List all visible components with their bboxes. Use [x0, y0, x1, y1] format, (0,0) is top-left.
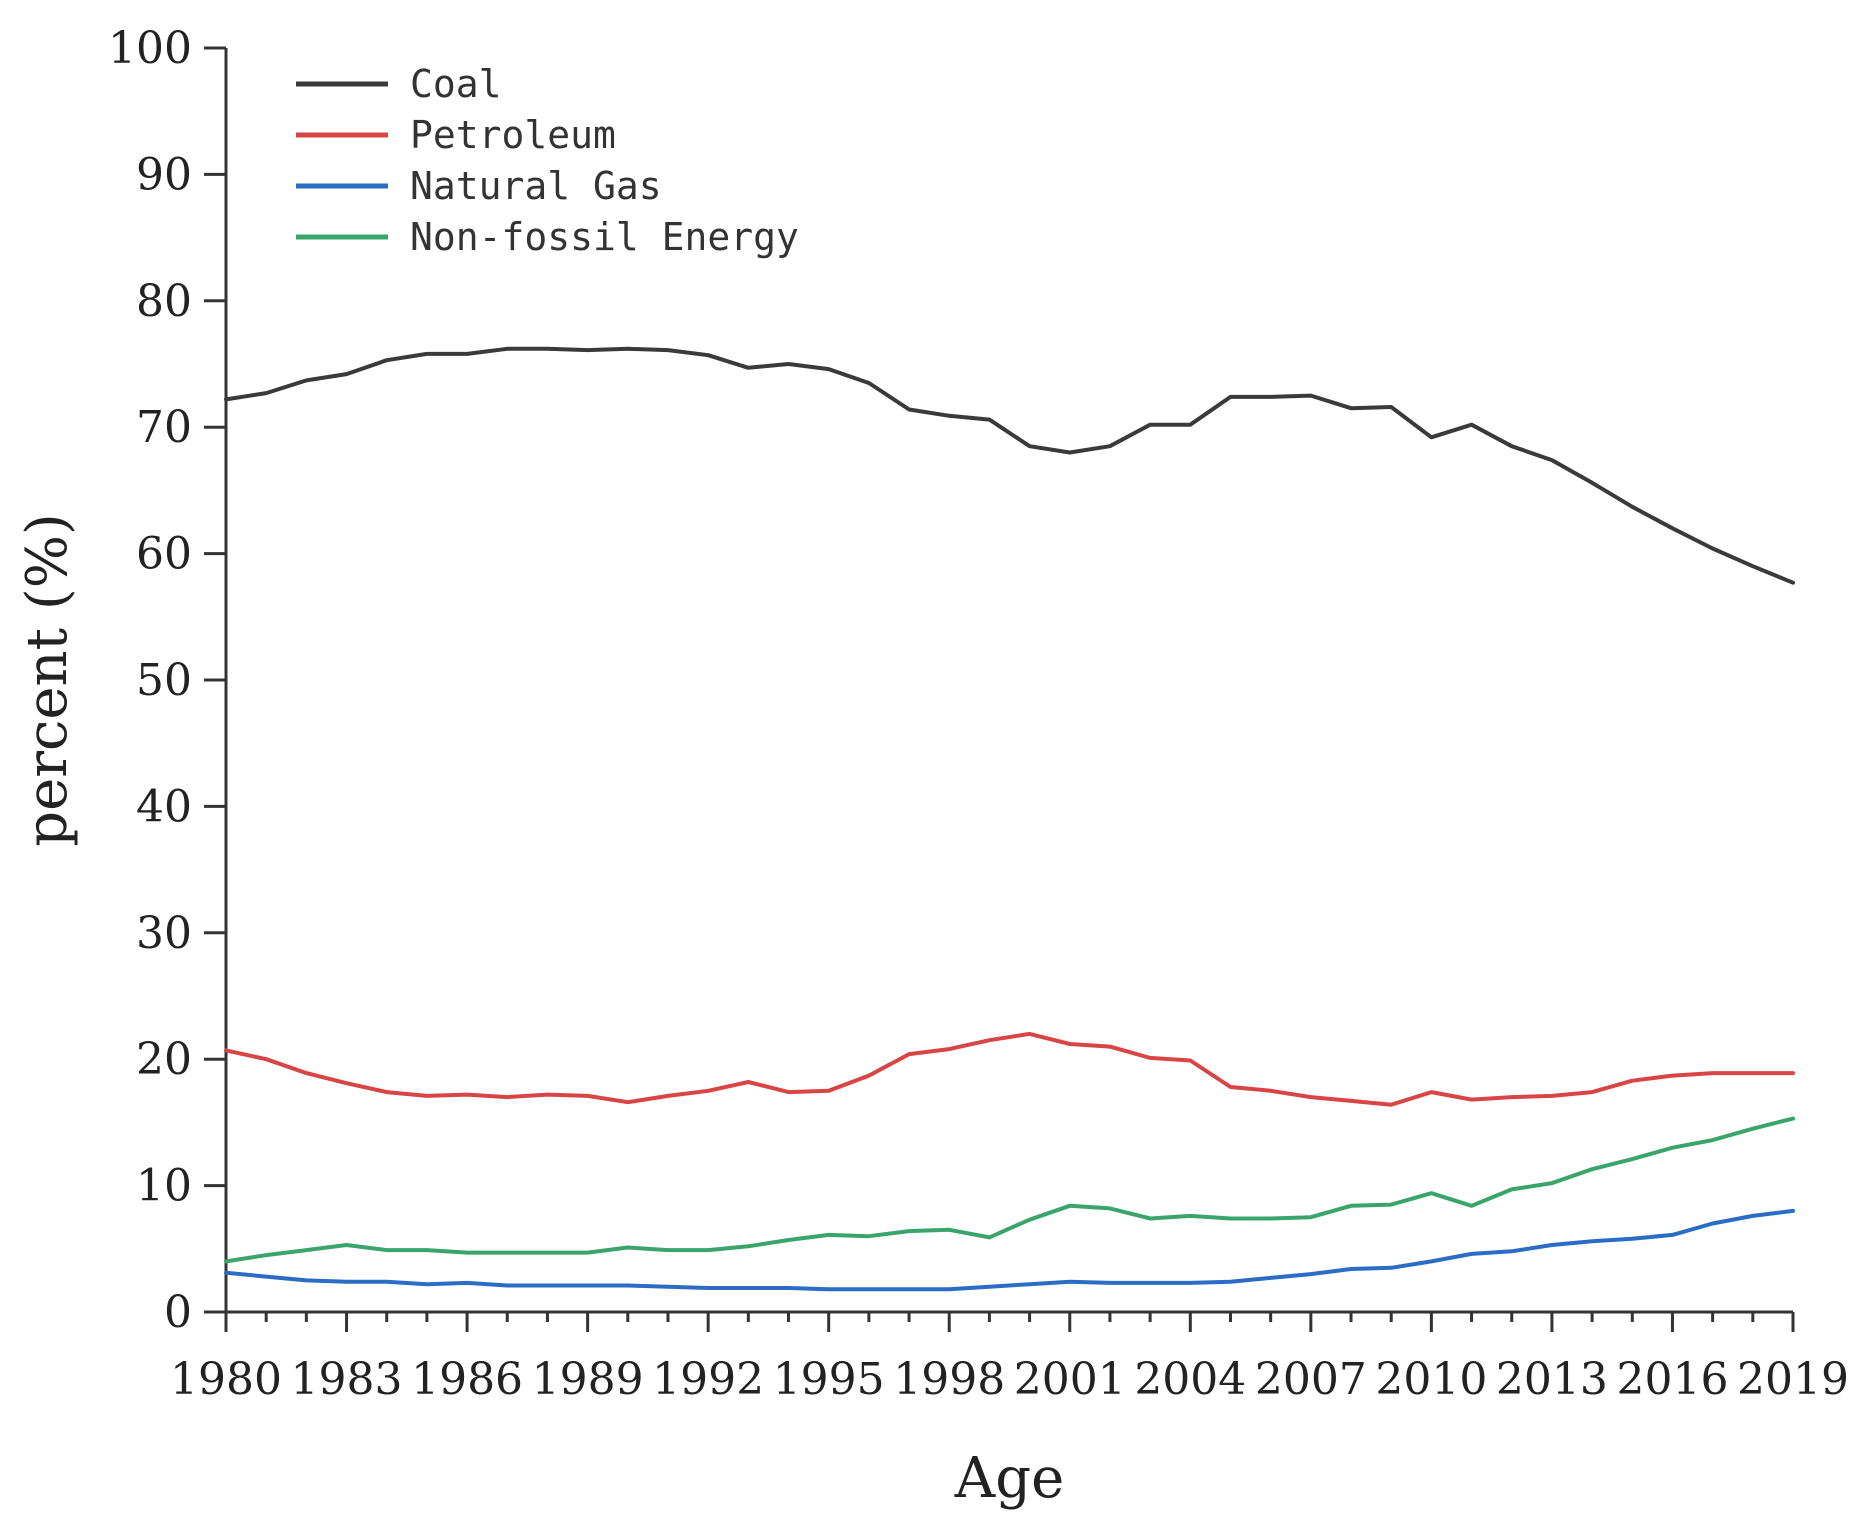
y-tick-label: 80 — [136, 276, 192, 327]
legend-label-coal: Coal — [410, 62, 502, 106]
x-tick-label: 1998 — [893, 1354, 1005, 1405]
series-line-natural-gas — [224, 1208, 1795, 1292]
y-tick-label: 40 — [136, 781, 192, 832]
y-tick-label: 90 — [136, 149, 192, 200]
x-tick-label: 2007 — [1255, 1354, 1367, 1405]
legend-label-petroleum: Petroleum — [410, 113, 616, 157]
y-tick-label: 50 — [136, 655, 192, 706]
y-axis-title: percent (%) — [15, 513, 80, 847]
series-line-non-fossil-energy — [224, 1116, 1795, 1264]
x-axis-title: Age — [954, 1446, 1064, 1511]
x-tick-label: 1992 — [652, 1354, 764, 1405]
series-line-coal — [224, 346, 1795, 585]
y-tick-label: 100 — [108, 23, 192, 74]
x-tick-label: 1980 — [170, 1354, 282, 1405]
y-tick-label: 30 — [136, 908, 192, 959]
y-tick-label: 60 — [136, 529, 192, 580]
legend-label-non-fossil-energy: Non-fossil Energy — [410, 215, 799, 259]
x-tick-label: 2010 — [1375, 1354, 1487, 1405]
legend-label-natural-gas: Natural Gas — [410, 164, 662, 208]
y-tick-label: 20 — [136, 1034, 192, 1085]
x-tick-label: 1986 — [411, 1354, 523, 1405]
x-tick-label: 2013 — [1496, 1354, 1608, 1405]
y-tick-label: 70 — [136, 402, 192, 453]
x-tick-label: 1995 — [773, 1354, 885, 1405]
x-tick-label: 2001 — [1014, 1354, 1126, 1405]
y-tick-label: 10 — [136, 1161, 192, 1212]
series-group — [224, 346, 1795, 1292]
legend: Coal Petroleum Natural Gas Non-fossil Energ… — [296, 62, 799, 259]
x-tick-label: 2019 — [1737, 1354, 1849, 1405]
series-line-petroleum — [224, 1031, 1795, 1107]
x-tick-label: 2004 — [1134, 1354, 1246, 1405]
x-tick-label: 1983 — [291, 1354, 403, 1405]
y-tick-label: 0 — [164, 1287, 192, 1338]
x-tick-label: 1989 — [532, 1354, 644, 1405]
x-tick-label: 2016 — [1616, 1354, 1728, 1405]
